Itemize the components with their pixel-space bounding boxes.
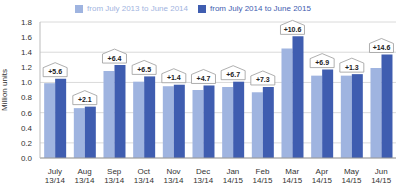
svg-text:Nov13/14: Nov13/14 xyxy=(163,167,184,184)
svg-text:May14/15: May14/15 xyxy=(341,167,362,184)
svg-text:Jun14/15: Jun14/15 xyxy=(371,167,392,184)
svg-text:+6.4: +6.4 xyxy=(108,55,122,62)
html-text:from July 2014 to June 2015: from July 2014 to June 2015 xyxy=(210,4,311,13)
svg-text:+4.7: +4.7 xyxy=(197,75,211,82)
svg-text:1.6: 1.6 xyxy=(21,33,33,42)
svg-text:Aug13/14: Aug13/14 xyxy=(74,167,95,184)
svg-text:+10.6: +10.6 xyxy=(284,26,302,33)
svg-text:Mar14/15: Mar14/15 xyxy=(282,167,303,184)
svg-text:1.0: 1.0 xyxy=(21,78,33,87)
svg-text:+6.5: +6.5 xyxy=(137,66,151,73)
svg-text:1.2: 1.2 xyxy=(21,63,33,72)
svg-text:+6.9: +6.9 xyxy=(315,59,329,66)
svg-text:Sep13/14: Sep13/14 xyxy=(104,167,125,184)
svg-text:+14.6: +14.6 xyxy=(373,44,391,51)
svg-text:1.8: 1.8 xyxy=(21,18,33,27)
svg-text:+7.3: +7.3 xyxy=(256,76,270,83)
svg-text:0.2: 0.2 xyxy=(21,139,33,148)
svg-text:Oct13/14: Oct13/14 xyxy=(134,167,155,184)
html-text:from July 2013 to June 2014: from July 2013 to June 2014 xyxy=(87,4,188,13)
svg-text:+1.3: +1.3 xyxy=(345,64,359,71)
svg-text:+2.1: +2.1 xyxy=(78,96,92,103)
svg-text:July13/14: July13/14 xyxy=(45,167,66,184)
svg-text:+5.6: +5.6 xyxy=(48,68,62,75)
svg-text:Jan14/15: Jan14/15 xyxy=(223,167,244,184)
svg-text:0.8: 0.8 xyxy=(21,93,33,102)
svg-text:0.4: 0.4 xyxy=(21,124,33,133)
svg-text:+6.7: +6.7 xyxy=(226,71,240,78)
svg-text:0.0: 0.0 xyxy=(21,154,33,163)
svg-text:Million units: Million units xyxy=(8,69,9,111)
svg-text:1.4: 1.4 xyxy=(21,48,33,57)
svg-text:Dec13/14: Dec13/14 xyxy=(193,167,214,184)
svg-text:0.6: 0.6 xyxy=(21,109,33,118)
svg-text:+1.4: +1.4 xyxy=(167,74,181,81)
svg-text:Feb14/15: Feb14/15 xyxy=(252,167,273,184)
svg-text:Apr14/15: Apr14/15 xyxy=(312,167,333,184)
